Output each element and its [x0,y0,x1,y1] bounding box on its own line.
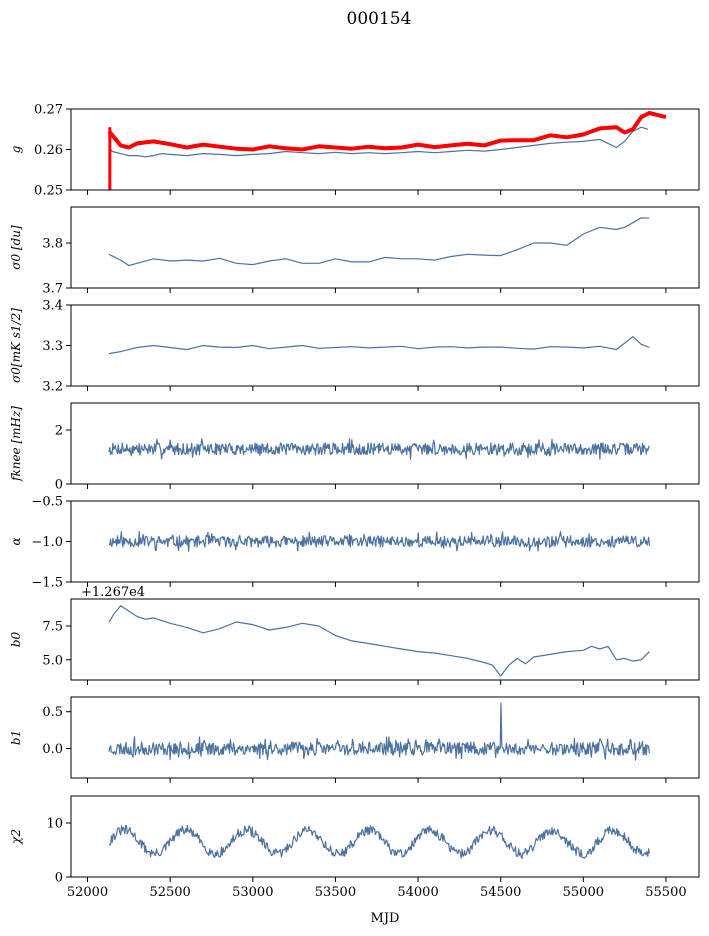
panel-2: 3.7 3.8 σ0 [du] [9,206,700,297]
y-tick-label: 3.7 [42,282,63,297]
axes-frame [70,304,700,387]
x-tick-label: 55500 [645,885,686,900]
series-line-2 [107,111,667,152]
y-tick-label: 5.0 [42,653,63,668]
y-tick-label: 7.5 [42,620,63,635]
y-tick-label: 10 [46,817,63,832]
y-tick-label: 3.4 [42,299,63,314]
y-axis-label: σ0 [du] [9,225,23,270]
x-tick-label: 53500 [315,885,356,900]
figure-title: 000154 [347,9,412,29]
y-tick-label: −1.0 [31,535,63,550]
y-tick-label: 0.27 [34,103,63,118]
axis-offset-label: +1.267e4 [81,585,145,600]
series-line-1 [108,126,648,158]
panel-4: 0 2 fknee [mHz] [9,402,700,493]
panel-6: 5.0 7.5 b0 +1.267e4 [9,585,700,685]
y-axis-label: α [9,537,23,545]
x-tick-label: 54000 [397,885,438,900]
series-line-1 [108,531,650,552]
y-axis-label: b0 [9,631,23,647]
y-tick-label: 0 [55,478,63,493]
panel-3: 3.2 3.3 3.4 σ0[mK s1/2] [9,299,700,395]
axes-frame [70,795,700,878]
y-tick-label: −0.5 [31,495,63,510]
panels: 0.25 0.26 0.27 g 3.7 3.8 σ0 [du] 3.2 3.3 3.4 σ0[mK… [9,103,700,900]
axes-frame [70,206,700,289]
y-tick-label: 0.25 [34,184,63,199]
x-tick-label: 54500 [480,885,521,900]
panel-8: 52000 52500 53000 53500 54000 54500 55000 55500… [9,795,700,900]
y-tick-label: 3.8 [42,237,63,252]
y-tick-label: 0 [55,871,63,886]
x-axis-label: MJD [371,911,400,926]
y-tick-label: 0.26 [34,143,63,158]
axes-frame [70,696,700,779]
y-tick-label: 0.5 [42,705,63,720]
y-axis-label: χ2 [9,829,23,845]
y-axis-label: g [9,145,23,153]
panel-7: 0.0 0.5 b1 [9,696,700,783]
y-axis-label: fknee [mHz] [9,406,23,482]
y-axis-label: b1 [9,730,23,745]
series-line-1 [108,336,650,355]
x-tick-label: 53000 [232,885,273,900]
y-tick-label: 0.0 [42,742,63,757]
y-tick-label: 3.3 [42,339,63,354]
x-tick-label: 52000 [67,885,108,900]
series-line-1 [108,217,650,267]
panel-1: 0.25 0.26 0.27 g [9,103,700,199]
series-line-1 [108,605,650,677]
series-line-1 [108,702,650,761]
axes-frame [70,402,700,485]
y-tick-label: 3.2 [42,380,63,395]
x-tick-label: 55000 [563,885,604,900]
x-tick-label: 52500 [149,885,190,900]
axes-frame [70,598,700,681]
y-axis-label: σ0[mK s1/2] [9,308,23,383]
y-tick-label: −1.5 [31,576,63,591]
series-line-1 [108,438,650,460]
y-tick-label: 2 [55,424,63,439]
series-line-1 [108,824,650,860]
panel-5: −1.5 −1.0 −0.5 α [9,495,700,591]
